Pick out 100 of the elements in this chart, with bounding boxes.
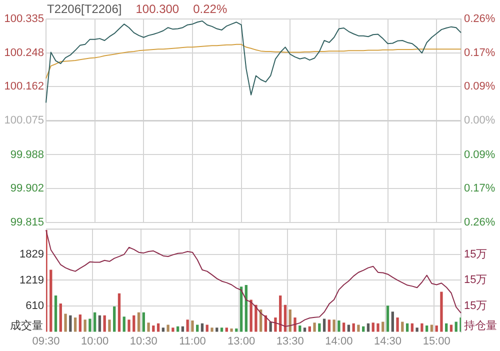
bar xyxy=(338,320,340,332)
y-tick-label: 610 xyxy=(26,300,44,312)
bar xyxy=(454,322,458,332)
y2-tick-label: 0.26% xyxy=(464,13,496,26)
y-tick-label: 99.902 xyxy=(10,182,44,194)
y-tick-label: 100.162 xyxy=(4,80,44,93)
x-tick-label: 10:30 xyxy=(130,335,158,348)
x-tick-label: 14:00 xyxy=(325,335,353,348)
bar xyxy=(69,315,72,332)
bar xyxy=(347,324,350,332)
bar xyxy=(196,324,199,332)
bar xyxy=(216,328,218,332)
bar xyxy=(420,323,424,332)
bar xyxy=(366,323,370,332)
bar xyxy=(440,292,443,332)
bar xyxy=(303,328,306,332)
y-tick-label: 1219 xyxy=(20,274,44,286)
bar xyxy=(240,286,243,332)
bar xyxy=(332,320,336,332)
bar xyxy=(313,322,316,332)
bar xyxy=(445,323,448,332)
bar xyxy=(152,326,155,332)
y2-tick-label: 15万 xyxy=(464,248,488,260)
bar xyxy=(391,312,394,332)
bar xyxy=(416,328,418,332)
bar xyxy=(401,322,404,332)
bar xyxy=(74,318,77,332)
bar xyxy=(430,324,434,332)
y-tick-label: 100.335 xyxy=(4,13,44,26)
bar xyxy=(147,322,150,332)
bar xyxy=(279,296,282,332)
bar xyxy=(113,306,116,332)
bar xyxy=(103,315,106,332)
bar xyxy=(372,322,374,332)
bar xyxy=(122,316,126,332)
bar xyxy=(162,328,165,332)
bar xyxy=(382,322,384,332)
bar xyxy=(406,323,409,332)
x-tick-label: 10:00 xyxy=(81,335,109,348)
bar xyxy=(352,323,355,332)
bar xyxy=(386,306,390,332)
bar xyxy=(156,323,160,332)
bar xyxy=(118,293,121,332)
bar xyxy=(108,320,111,332)
bar xyxy=(396,318,399,332)
bar xyxy=(425,326,428,332)
bar xyxy=(88,318,92,332)
x-tick-label: 13:30 xyxy=(276,335,304,348)
bar xyxy=(93,312,96,332)
bar xyxy=(210,328,214,332)
bar xyxy=(84,320,86,332)
bar xyxy=(50,270,52,332)
x-tick-label: 14:30 xyxy=(374,335,402,348)
bar xyxy=(322,318,326,332)
bar xyxy=(250,300,252,332)
bar xyxy=(450,324,453,332)
x-tick-label: 09:30 xyxy=(32,335,60,348)
y-axis-title: 成交量 xyxy=(10,319,43,332)
x-tick-label: 13:00 xyxy=(228,335,256,348)
bar xyxy=(225,328,228,332)
bar xyxy=(98,315,102,332)
text: 0.22% xyxy=(193,2,228,16)
bar xyxy=(376,323,380,332)
bar xyxy=(410,323,414,332)
x-tick-label: 11:00 xyxy=(179,335,206,348)
bar xyxy=(166,324,170,332)
bar xyxy=(298,326,302,332)
bar xyxy=(200,323,204,332)
y2-tick-label: 0.17% xyxy=(464,47,496,60)
bar xyxy=(206,324,208,332)
y-tick-label: 1829 xyxy=(20,248,44,260)
bar xyxy=(186,320,189,332)
text: 100.300 xyxy=(136,2,180,16)
bar xyxy=(294,318,296,332)
y-tick-label: 100.075 xyxy=(4,114,44,127)
y2-axis-title: 持仓量 xyxy=(464,319,497,332)
y2-tick-label: 15万 xyxy=(464,300,488,312)
chart-title: T2206[T2206] xyxy=(47,2,122,16)
bar xyxy=(128,320,130,332)
bar xyxy=(342,322,346,332)
bar xyxy=(328,320,331,332)
bar xyxy=(220,328,224,332)
y2-tick-label: 0.26% xyxy=(464,216,496,228)
x-tick-label: 15:00 xyxy=(422,335,450,348)
y-tick-label: 99.815 xyxy=(10,216,44,228)
bar xyxy=(230,328,233,332)
bar xyxy=(54,296,58,332)
bar xyxy=(132,315,136,332)
bar xyxy=(435,326,438,332)
y-tick-label: 100.248 xyxy=(4,47,44,60)
bar xyxy=(191,320,194,332)
y2-tick-label: 0.09% xyxy=(464,148,496,161)
y2-tick-label: 0.09% xyxy=(464,80,496,93)
y2-tick-label: 15万 xyxy=(464,274,488,286)
bar xyxy=(142,312,145,332)
bar xyxy=(64,314,67,332)
bar xyxy=(59,304,62,332)
bar xyxy=(357,324,360,332)
bar xyxy=(274,318,277,332)
y2-tick-label: 0.00% xyxy=(464,114,496,127)
